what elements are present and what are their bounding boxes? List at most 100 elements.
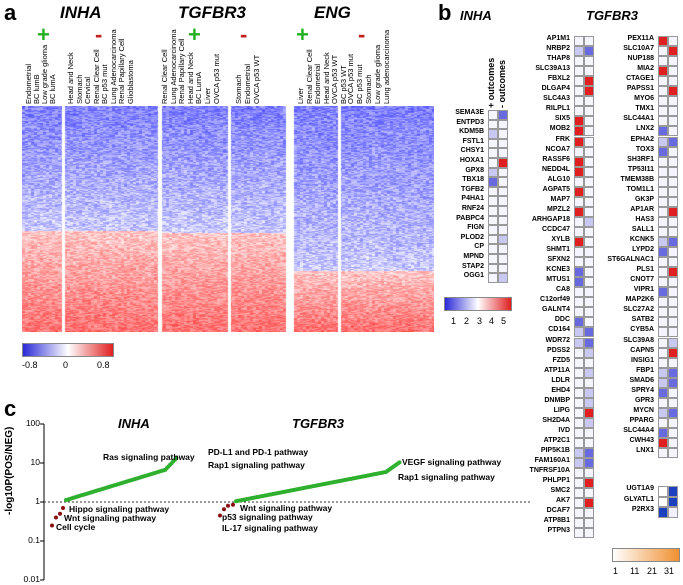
pathway-label: PD-L1 and PD-1 pathway — [208, 447, 309, 457]
gene-heatmap-cell — [658, 257, 668, 268]
gene-heatmap-cell — [574, 277, 584, 288]
gene-row-label: MIA2 — [637, 65, 654, 73]
gene-row-label: PIP5K1B — [540, 447, 570, 455]
pathway-point — [58, 511, 62, 516]
eng-minus-sign: - — [358, 22, 366, 47]
gene-heatmap-cell — [584, 387, 594, 398]
gene-heatmap-cell — [498, 158, 508, 168]
pathway-point — [54, 515, 58, 520]
gene-heatmap-cell — [498, 138, 508, 149]
gene-row-label: GPX8 — [465, 166, 484, 174]
gene-heatmap-cell — [658, 357, 668, 368]
gene-heatmap-cell — [668, 357, 678, 368]
gene-row-label: GALNT4 — [542, 306, 570, 314]
gene-row-label: SHMT1 — [546, 246, 570, 254]
gene-row-label: FIGN — [467, 224, 484, 232]
gene-heatmap-cell — [668, 507, 678, 518]
gene-row-label: AP1AR — [630, 205, 654, 213]
colorbar-b1-tick: 4 — [489, 316, 495, 326]
gene-heatmap-cell — [574, 317, 584, 328]
gene-heatmap-cell — [668, 486, 678, 497]
gene-heatmap-cell — [488, 158, 498, 168]
gene-row-label: PDSS2 — [547, 346, 570, 354]
gene-heatmap-cell — [668, 176, 678, 187]
gene-heatmap-cell — [658, 156, 668, 167]
gene-heatmap-cell — [658, 387, 668, 398]
gene-heatmap-cell — [658, 126, 668, 137]
gene-heatmap-cell — [498, 148, 508, 158]
gene-heatmap-cell — [668, 116, 678, 127]
panel-a-letter: a — [4, 0, 17, 25]
gene-heatmap-cell — [574, 206, 584, 217]
pathway-point — [231, 502, 235, 507]
gene-heatmap-cell — [488, 263, 498, 274]
gene-row-label: SLC39A13 — [535, 65, 570, 73]
gene-row-label: CYB5A — [630, 326, 654, 334]
gene-heatmap-cell — [668, 237, 678, 248]
gene-heatmap-cell — [668, 76, 678, 87]
gene-heatmap-cell — [574, 417, 584, 428]
gene-heatmap-cell — [584, 66, 594, 77]
gene-row-label: HOXA1 — [459, 157, 484, 164]
gene-heatmap-cell — [574, 76, 584, 87]
gene-row-label: FRK — [555, 135, 570, 143]
gene-row-label: TOM1L1 — [626, 185, 655, 193]
gene-row-label: AGPAT5 — [542, 185, 570, 193]
gene-row-label: SLC27A2 — [623, 306, 654, 314]
gene-heatmap-cell — [658, 267, 668, 278]
gene-heatmap-cell — [584, 307, 594, 318]
gene-heatmap-cell — [668, 367, 678, 378]
gene-heatmap-cell — [584, 287, 594, 298]
pathway-label: p53 signaling pathway — [222, 512, 313, 522]
gene-row-label: ALG10 — [547, 175, 570, 183]
gene-heatmap-cell — [498, 129, 508, 139]
gene-heatmap-cell — [574, 498, 584, 509]
gene-heatmap-cell — [574, 96, 584, 107]
gene-heatmap-cell — [488, 138, 498, 149]
pathway-label: Ras signaling pathway — [103, 452, 195, 462]
gene-heatmap-cell — [668, 96, 678, 107]
gene-heatmap-cell — [498, 254, 508, 264]
tgfbr3-title: TGFBR3 — [178, 3, 246, 22]
gene-row-label: CWH43 — [629, 437, 654, 444]
gene-heatmap-cell — [668, 66, 678, 77]
panel-b-inha-title: INHA — [460, 8, 492, 23]
gene-row-label: DCAF7 — [546, 507, 570, 515]
gene-heatmap-cell — [658, 438, 668, 449]
pathway-label: VEGF signaling pathway — [402, 457, 502, 467]
gene-heatmap-cell — [488, 129, 498, 139]
gene-heatmap-cell — [584, 407, 594, 418]
gene-heatmap-cell — [584, 186, 594, 197]
gene-row-label: ATP11A — [544, 366, 570, 374]
gene-row-label: MAP2K6 — [625, 296, 654, 304]
gene-heatmap-cell — [574, 478, 584, 489]
gene-row-label: CP — [474, 243, 484, 251]
gene-heatmap-cell — [584, 56, 594, 67]
pathway-label: Rap1 signaling pathway — [208, 460, 305, 470]
gene-heatmap-cell — [574, 297, 584, 308]
gene-heatmap-cell — [658, 226, 668, 237]
pathway-label: IL-17 signaling pathway — [222, 523, 318, 533]
gene-row-label: ARHGAP18 — [531, 215, 570, 223]
gene-heatmap-cell — [488, 215, 498, 226]
gene-row-label: MOB2 — [549, 125, 570, 133]
gene-heatmap-cell — [574, 66, 584, 77]
panel-c-tgfbr3-title: TGFBR3 — [292, 416, 344, 431]
gene-row-label: ATP2C1 — [543, 437, 570, 444]
gene-heatmap-cell — [584, 427, 594, 438]
gene-heatmap-cell — [658, 486, 668, 497]
gene-heatmap-cell — [668, 438, 678, 449]
gene-row-label: TP53I11 — [627, 165, 654, 173]
colorbar-a-tick: -0.8 — [22, 360, 38, 370]
gene-row-label: CA8 — [555, 286, 570, 294]
gene-row-label: NRBP2 — [546, 45, 570, 53]
gene-row-label: LNX2 — [636, 125, 654, 133]
gene-row-label: KDM5B — [459, 128, 484, 136]
gene-row-label: PEX11A — [627, 35, 654, 42]
gene-row-label: P4HA1 — [461, 195, 484, 203]
gene-row-label: TOX3 — [635, 145, 654, 153]
gene-heatmap-cell — [658, 136, 668, 147]
gene-heatmap-cell — [574, 427, 584, 438]
gene-heatmap-cell — [584, 448, 594, 459]
gene-row-label: XYLB — [551, 236, 570, 243]
